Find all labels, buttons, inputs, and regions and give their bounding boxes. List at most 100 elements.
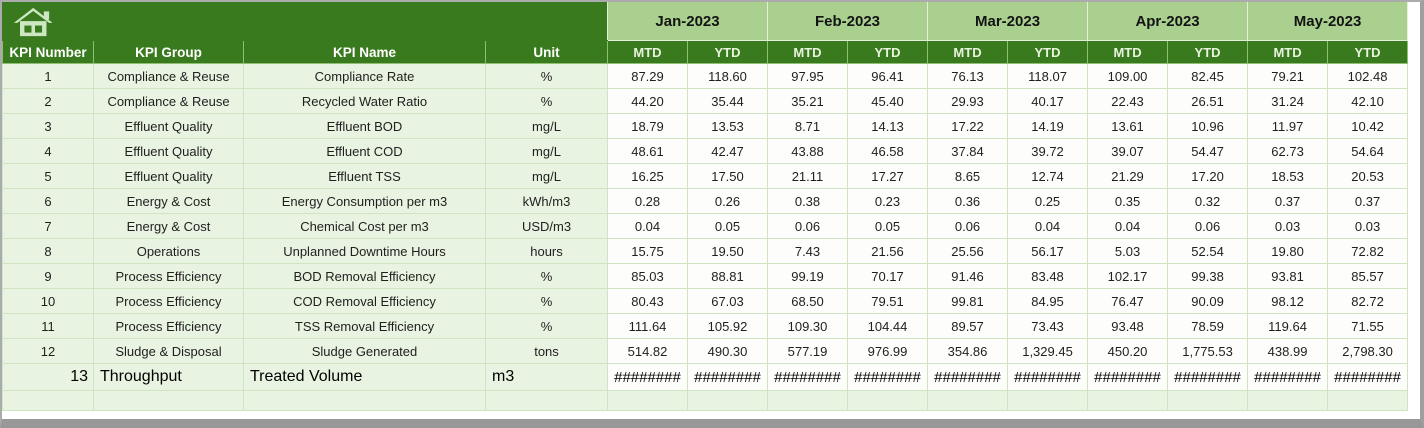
value-cell[interactable]: 0.06 [927,213,1009,239]
kpi-name-cell[interactable]: Effluent COD [243,138,486,164]
kpi-name-cell[interactable] [243,390,486,411]
value-cell[interactable]: 1,775.53 [1167,338,1249,364]
value-cell[interactable]: 118.07 [1007,63,1089,89]
unit-cell[interactable]: mg/L [485,113,608,139]
value-cell[interactable]: 44.20 [607,88,688,114]
value-cell[interactable]: 12.74 [1007,163,1089,189]
value-cell[interactable]: 83.48 [1007,263,1089,289]
value-cell[interactable]: 39.72 [1007,138,1089,164]
value-cell[interactable]: 354.86 [927,338,1009,364]
value-cell[interactable]: 105.92 [687,313,768,339]
value-cell[interactable]: 48.61 [607,138,688,164]
value-cell[interactable]: 0.28 [607,188,688,214]
kpi-number-cell[interactable]: 12 [2,338,94,364]
value-cell[interactable]: 19.80 [1247,238,1329,264]
value-cell[interactable]: 0.05 [846,213,929,239]
kpi-number-cell[interactable]: 4 [2,138,94,164]
kpi-number-cell[interactable]: 6 [2,188,94,214]
unit-cell[interactable]: m3 [485,363,608,391]
value-cell[interactable]: 0.36 [927,188,1009,214]
unit-cell[interactable]: USD/m3 [485,213,608,239]
value-cell[interactable]: 0.04 [607,213,688,239]
value-cell[interactable]: 438.99 [1247,338,1329,364]
kpi-group-cell[interactable]: Throughput [93,363,244,391]
value-cell[interactable]: ######## [1087,363,1169,391]
kpi-number-cell[interactable]: 2 [2,88,94,114]
value-cell[interactable]: ######## [767,363,848,391]
value-cell[interactable]: 16.25 [607,163,688,189]
unit-cell[interactable]: % [485,288,608,314]
kpi-number-cell[interactable]: 10 [2,288,94,314]
value-cell[interactable]: 76.13 [927,63,1009,89]
value-cell[interactable]: 26.51 [1167,88,1249,114]
value-cell[interactable]: 1,329.45 [1007,338,1089,364]
value-cell[interactable]: 80.43 [607,288,688,314]
kpi-group-cell[interactable] [93,390,244,411]
unit-cell[interactable]: hours [485,238,608,264]
value-cell[interactable]: 118.60 [687,63,768,89]
value-cell[interactable]: 22.43 [1087,88,1169,114]
kpi-number-cell[interactable]: 13 [2,363,94,391]
value-cell[interactable]: 43.88 [767,138,848,164]
value-cell[interactable]: 13.61 [1087,113,1169,139]
value-cell[interactable]: 5.03 [1087,238,1169,264]
value-cell[interactable]: 577.19 [767,338,848,364]
kpi-name-cell[interactable]: Unplanned Downtime Hours [243,238,486,264]
value-cell[interactable]: 0.06 [767,213,848,239]
kpi-number-cell[interactable]: 8 [2,238,94,264]
kpi-group-cell[interactable]: Compliance & Reuse [93,63,244,89]
value-cell[interactable]: ######## [687,363,768,391]
value-cell[interactable]: 0.37 [1247,188,1329,214]
value-cell[interactable] [1167,390,1249,411]
kpi-group-cell[interactable]: Energy & Cost [93,188,244,214]
value-cell[interactable]: 37.84 [927,138,1009,164]
value-cell[interactable]: 109.30 [767,313,848,339]
value-cell[interactable]: 0.05 [687,213,768,239]
value-cell[interactable]: 54.64 [1327,138,1409,164]
value-cell[interactable]: 10.42 [1327,113,1409,139]
value-cell[interactable]: 8.71 [767,113,848,139]
kpi-name-cell[interactable]: Effluent TSS [243,163,486,189]
value-cell[interactable]: 21.56 [846,238,929,264]
value-cell[interactable]: 18.53 [1247,163,1329,189]
value-cell[interactable] [1247,390,1329,411]
value-cell[interactable]: 21.11 [767,163,848,189]
value-cell[interactable]: 99.38 [1167,263,1249,289]
value-cell[interactable]: 0.38 [767,188,848,214]
value-cell[interactable]: 87.29 [607,63,688,89]
value-cell[interactable]: 8.65 [927,163,1009,189]
value-cell[interactable]: 97.95 [767,63,848,89]
kpi-number-cell[interactable]: 9 [2,263,94,289]
value-cell[interactable]: 67.03 [687,288,768,314]
unit-cell[interactable]: kWh/m3 [485,188,608,214]
value-cell[interactable]: ######## [846,363,929,391]
value-cell[interactable]: ######## [1007,363,1089,391]
kpi-group-cell[interactable]: Process Efficiency [93,313,244,339]
home-icon[interactable] [12,7,607,37]
value-cell[interactable]: 14.19 [1007,113,1089,139]
value-cell[interactable]: 93.48 [1087,313,1169,339]
value-cell[interactable]: ######## [1167,363,1249,391]
value-cell[interactable]: 76.47 [1087,288,1169,314]
value-cell[interactable]: 90.09 [1167,288,1249,314]
value-cell[interactable]: 29.93 [927,88,1009,114]
kpi-name-cell[interactable]: Sludge Generated [243,338,486,364]
unit-cell[interactable]: mg/L [485,138,608,164]
value-cell[interactable]: 82.72 [1327,288,1409,314]
value-cell[interactable]: 84.95 [1007,288,1089,314]
kpi-group-cell[interactable]: Process Efficiency [93,263,244,289]
value-cell[interactable]: 119.64 [1247,313,1329,339]
unit-cell[interactable]: % [485,63,608,89]
value-cell[interactable]: 0.26 [687,188,768,214]
value-cell[interactable]: 89.57 [927,313,1009,339]
value-cell[interactable]: 15.75 [607,238,688,264]
value-cell[interactable] [767,390,848,411]
value-cell[interactable]: 31.24 [1247,88,1329,114]
value-cell[interactable]: 0.04 [1007,213,1089,239]
value-cell[interactable]: 79.21 [1247,63,1329,89]
value-cell[interactable]: 109.00 [1087,63,1169,89]
value-cell[interactable]: 42.47 [687,138,768,164]
value-cell[interactable]: 18.79 [607,113,688,139]
value-cell[interactable]: 72.82 [1327,238,1409,264]
value-cell[interactable]: 78.59 [1167,313,1249,339]
